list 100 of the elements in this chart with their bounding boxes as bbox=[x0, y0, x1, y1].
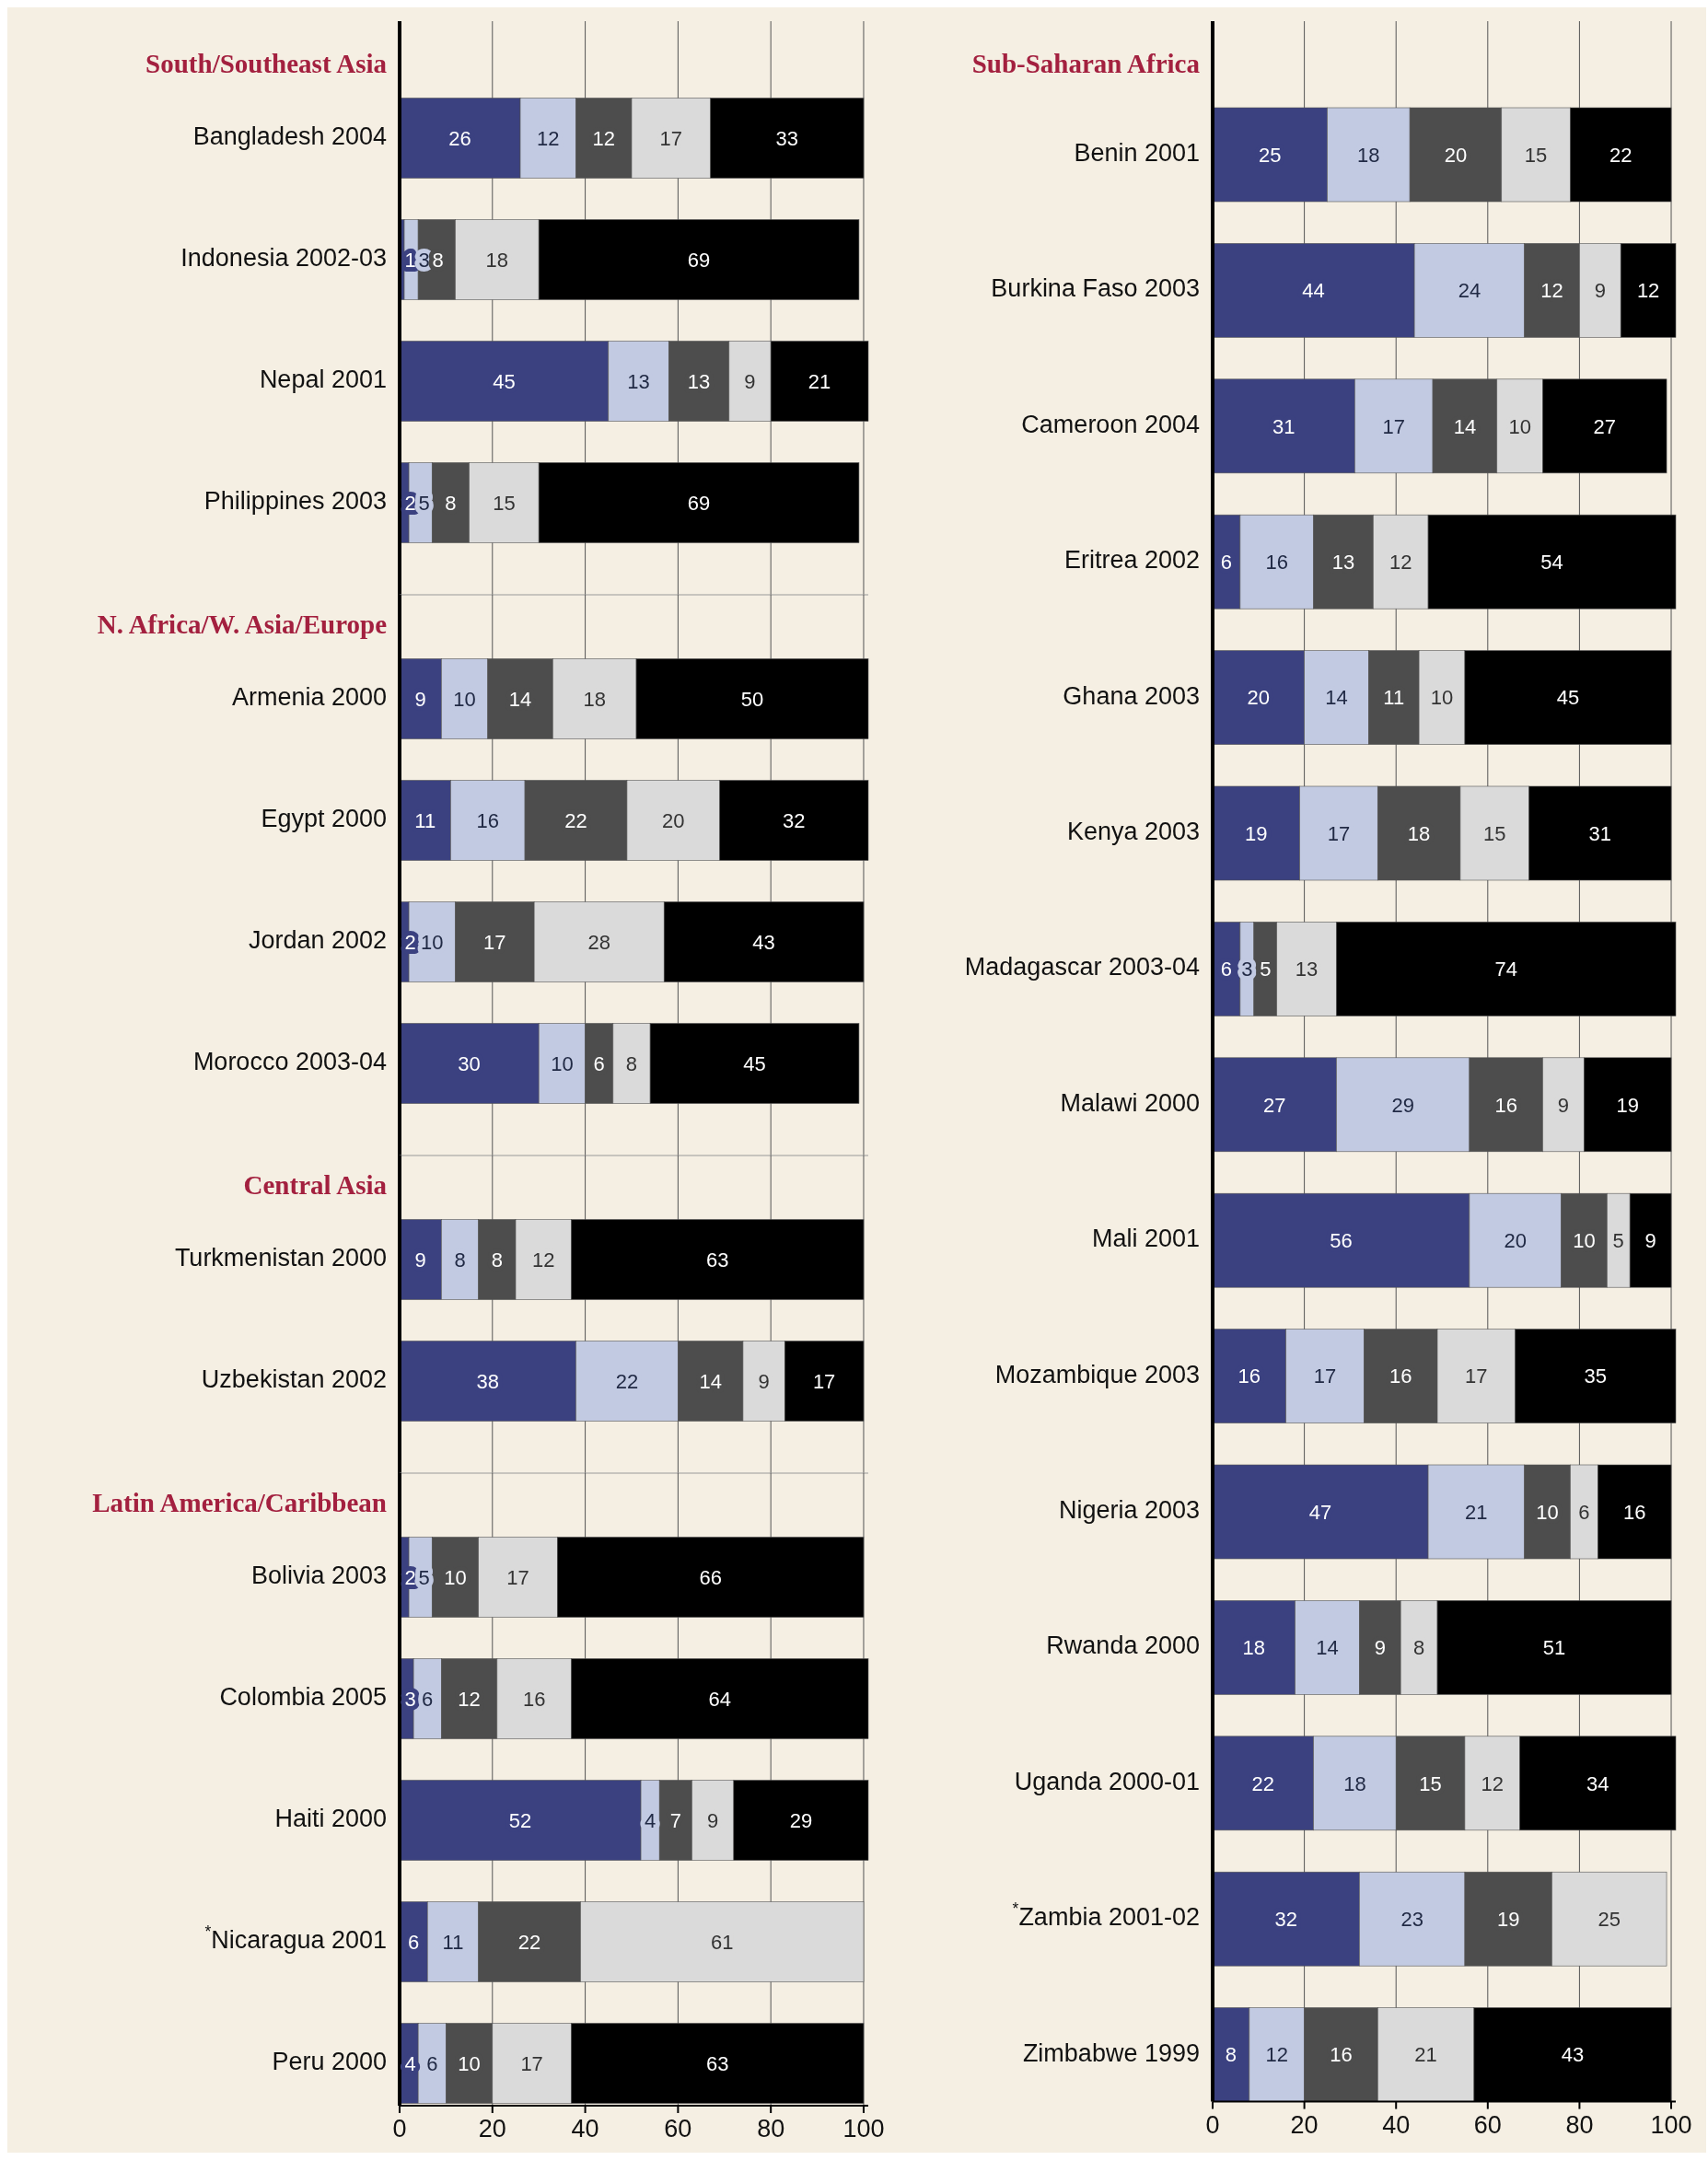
y-tick-label: Madagascar 2003-04 bbox=[964, 953, 1200, 981]
data-label: 9 bbox=[1374, 1636, 1386, 1660]
y-tick-label: Cameroon 2004 bbox=[1021, 410, 1200, 438]
data-label: 12 bbox=[1540, 279, 1563, 303]
data-label: 9 bbox=[414, 687, 426, 711]
data-label: 13 bbox=[1331, 551, 1355, 575]
data-label: 11 bbox=[1383, 686, 1405, 710]
data-label: 16 bbox=[1330, 2043, 1353, 2067]
y-tick-label: Bolivia 2003 bbox=[250, 1562, 387, 1590]
data-label: 16 bbox=[1237, 1365, 1261, 1388]
data-label: 27 bbox=[1593, 414, 1617, 438]
data-label: 6 bbox=[1220, 958, 1233, 981]
data-label: 51 bbox=[1542, 1636, 1566, 1660]
data-label: 10 bbox=[458, 2051, 481, 2075]
data-label: 26 bbox=[448, 126, 471, 150]
data-label: 10 bbox=[551, 1051, 574, 1075]
data-label: 28 bbox=[587, 930, 610, 954]
data-label: 17 bbox=[1313, 1365, 1337, 1388]
data-label: 20 bbox=[1247, 686, 1271, 710]
data-label: 22 bbox=[1609, 143, 1632, 167]
y-tick-label: Bangladesh 2004 bbox=[192, 122, 387, 151]
x-tick-label: 20 bbox=[478, 2115, 506, 2143]
data-label: 18 bbox=[1343, 1771, 1366, 1795]
data-label: 44 bbox=[1302, 279, 1325, 303]
text: South/Southeast Asia bbox=[145, 48, 388, 78]
data-label: 10 bbox=[1573, 1229, 1596, 1253]
data-label: 32 bbox=[1274, 1908, 1297, 1932]
data-label: 14 bbox=[508, 687, 532, 711]
data-label: 18 bbox=[485, 248, 509, 272]
data-label: 31 bbox=[1272, 414, 1296, 438]
data-label: 61 bbox=[711, 1930, 734, 1954]
y-tick-label: Uganda 2000-01 bbox=[1014, 1767, 1200, 1795]
data-label: 22 bbox=[564, 808, 587, 832]
data-label: 15 bbox=[1524, 143, 1548, 167]
x-tick-label: 80 bbox=[757, 2115, 785, 2143]
data-label: 19 bbox=[1496, 1908, 1520, 1932]
data-label: 17 bbox=[1327, 821, 1351, 845]
data-label: 63 bbox=[705, 2051, 729, 2075]
data-label: 8 bbox=[1412, 1636, 1425, 1660]
data-label: 34 bbox=[1586, 1771, 1609, 1795]
data-label: 30 bbox=[458, 1051, 481, 1075]
data-label: 10 bbox=[1508, 414, 1531, 438]
data-label: 12 bbox=[458, 1687, 481, 1711]
data-label: 9 bbox=[1557, 1093, 1570, 1117]
data-label: 10 bbox=[453, 687, 476, 711]
data-label: 13 bbox=[1295, 958, 1319, 981]
data-label: 9 bbox=[1594, 279, 1606, 303]
data-label: 27 bbox=[1262, 1093, 1286, 1117]
data-label: 33 bbox=[775, 126, 799, 150]
data-label: 17 bbox=[506, 1565, 529, 1589]
data-label: 6 bbox=[593, 1051, 605, 1075]
data-label: 14 bbox=[1453, 414, 1477, 438]
data-label: 9 bbox=[744, 369, 756, 393]
data-label: 20 bbox=[1504, 1229, 1527, 1253]
data-label: 10 bbox=[421, 930, 444, 954]
data-label: 16 bbox=[1494, 1093, 1517, 1117]
x-tick-label: 0 bbox=[1205, 2110, 1220, 2139]
data-label: 69 bbox=[687, 491, 711, 515]
data-label: 1 bbox=[404, 248, 416, 272]
y-tick-label: Mali 2001 bbox=[1091, 1225, 1200, 1253]
y-tick-label: Mozambique 2003 bbox=[994, 1360, 1200, 1388]
x-tick-label: 40 bbox=[1382, 2110, 1411, 2139]
data-label: 32 bbox=[783, 808, 806, 832]
data-label: 12 bbox=[531, 1248, 555, 1272]
data-label: 4 bbox=[404, 2051, 416, 2075]
y-tick-label: Philippines 2003 bbox=[203, 487, 387, 516]
y-tick-label: Nigeria 2003 bbox=[1058, 1496, 1200, 1525]
data-label: 16 bbox=[1622, 1500, 1646, 1524]
data-label: 18 bbox=[1242, 1636, 1266, 1660]
data-label: 17 bbox=[483, 930, 506, 954]
data-label: 45 bbox=[1556, 686, 1580, 710]
data-label: 21 bbox=[808, 369, 831, 393]
y-tick-label: Turkmenistan 2000 bbox=[174, 1244, 387, 1272]
data-label: 8 bbox=[491, 1248, 503, 1272]
y-tick-label: $^{*}$Zambia 2001-02 bbox=[1012, 1899, 1200, 1932]
data-label: 10 bbox=[444, 1565, 467, 1589]
data-label: 25 bbox=[1598, 1908, 1621, 1932]
data-label: 16 bbox=[522, 1687, 546, 1711]
data-label: 69 bbox=[687, 248, 711, 272]
data-label: 12 bbox=[1388, 551, 1412, 575]
y-tick-label: Nepal 2001 bbox=[259, 366, 387, 394]
data-label: 3 bbox=[418, 248, 430, 272]
data-label: 8 bbox=[1225, 2043, 1237, 2067]
data-label: 17 bbox=[1382, 414, 1405, 438]
x-tick-label: 40 bbox=[571, 2115, 599, 2143]
y-tick-label: Colombia 2005 bbox=[219, 1683, 387, 1712]
data-label: 9 bbox=[707, 1808, 719, 1832]
y-tick-label: Zimbabwe 1999 bbox=[1022, 2038, 1200, 2067]
data-label: 15 bbox=[493, 491, 516, 515]
data-label: 14 bbox=[1325, 686, 1348, 710]
data-label: 17 bbox=[1465, 1365, 1488, 1388]
x-tick-label: 100 bbox=[1650, 2110, 1692, 2139]
data-label: 7 bbox=[669, 1808, 681, 1832]
data-label: 13 bbox=[627, 369, 650, 393]
data-label: 64 bbox=[708, 1687, 731, 1711]
data-label: 5 bbox=[1260, 958, 1272, 981]
data-label: 22 bbox=[615, 1369, 639, 1393]
data-label: 10 bbox=[1536, 1500, 1559, 1524]
y-tick-label: Jordan 2002 bbox=[248, 926, 387, 955]
data-label: 12 bbox=[537, 126, 560, 150]
